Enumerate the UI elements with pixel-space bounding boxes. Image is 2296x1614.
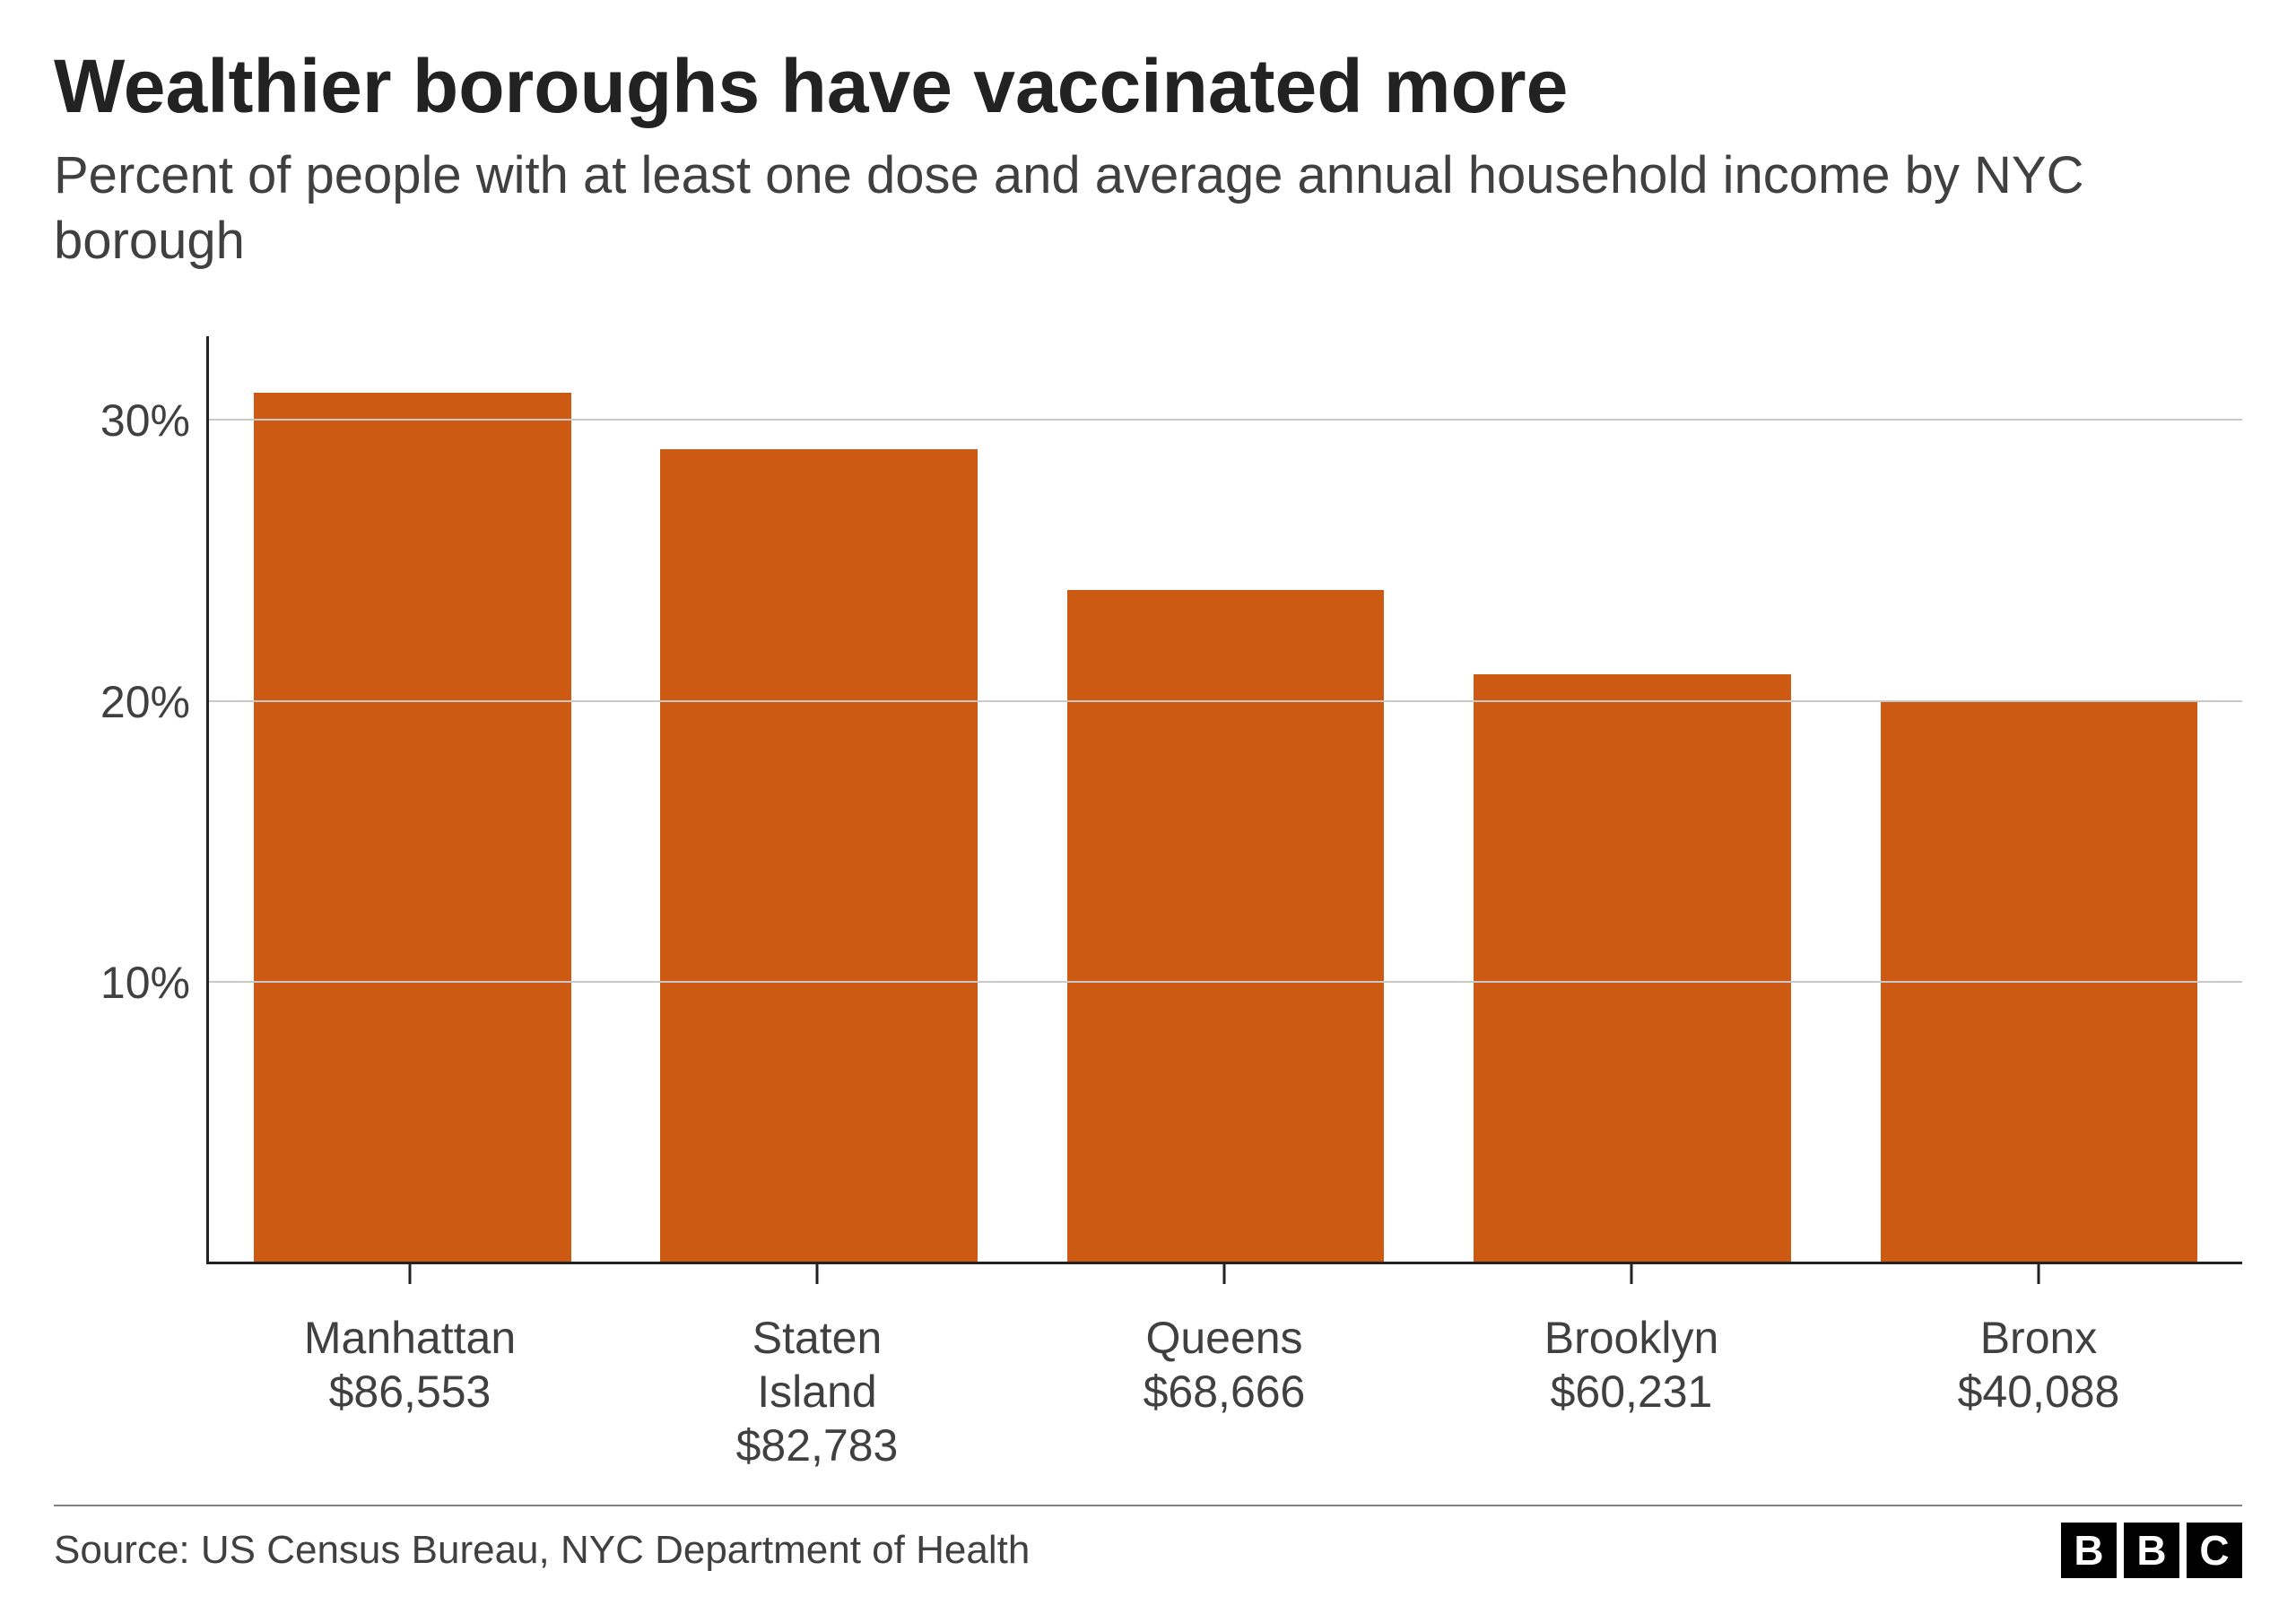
bar [1067,590,1385,1264]
x-tick-mark [2038,1264,2040,1284]
plot-area [206,336,2242,1264]
bbc-logo: BBC [2061,1523,2242,1578]
gridline [209,419,2242,421]
x-tick-marks [206,1264,2242,1284]
chart: 10% 20% 30% Manhattan$86,553StatenIsland$8… [54,336,2242,1472]
x-axis-labels: Manhattan$86,553StatenIsland$82,783Queen… [206,1311,2242,1472]
logo-letter: B [2124,1523,2179,1578]
x-tick-slot [613,1264,1021,1284]
chart-footer: Source: US Census Bureau, NYC Department… [54,1505,2242,1578]
x-label-name: StatenIsland [613,1311,1021,1419]
x-label: Queens$68,666 [1021,1311,1428,1472]
gridline [209,700,2242,702]
y-axis: 10% 20% 30% [54,336,206,1264]
x-label-name: Brooklyn [1428,1311,1835,1365]
bar-slot [1836,336,2242,1264]
x-tick-slot [1835,1264,2242,1284]
x-label-income: $86,553 [206,1365,613,1419]
y-tick-label: 30% [100,395,190,447]
x-label-income: $68,666 [1021,1365,1428,1419]
x-label: Bronx$40,088 [1835,1311,2242,1472]
chart-subtitle: Percent of people with at least one dose… [54,143,2242,273]
bar [1881,702,2198,1264]
x-label: StatenIsland$82,783 [613,1311,1021,1472]
bar-slot [1429,336,1835,1264]
x-label-income: $82,783 [613,1419,1021,1472]
x-tick-slot [1428,1264,1835,1284]
x-tick-mark [1631,1264,1633,1284]
x-tick-mark [409,1264,412,1284]
x-tick-mark [816,1264,819,1284]
x-tick-slot [1021,1264,1428,1284]
x-label: Brooklyn$60,231 [1428,1311,1835,1472]
bar-slot [1022,336,1429,1264]
bar [254,393,571,1264]
bar-slot [615,336,1022,1264]
x-label: Manhattan$86,553 [206,1311,613,1472]
x-label-income: $40,088 [1835,1365,2242,1419]
logo-letter: C [2187,1523,2242,1578]
gridline [209,981,2242,983]
bar [1474,674,1791,1264]
x-tick-mark [1223,1264,1226,1284]
plot-row: 10% 20% 30% [54,336,2242,1264]
logo-letter: B [2061,1523,2117,1578]
x-label-name: Manhattan [206,1311,613,1365]
bar [660,449,978,1264]
chart-title: Wealthier boroughs have vaccinated more [54,45,2242,127]
x-label-name: Queens [1021,1311,1428,1365]
x-tick-slot [206,1264,613,1284]
bar-slot [209,336,615,1264]
bars-container [209,336,2242,1264]
x-label-income: $60,231 [1428,1365,1835,1419]
y-tick-label: 20% [100,676,190,728]
y-tick-label: 10% [100,957,190,1009]
source-text: Source: US Census Bureau, NYC Department… [54,1528,1030,1573]
x-label-name: Bronx [1835,1311,2242,1365]
